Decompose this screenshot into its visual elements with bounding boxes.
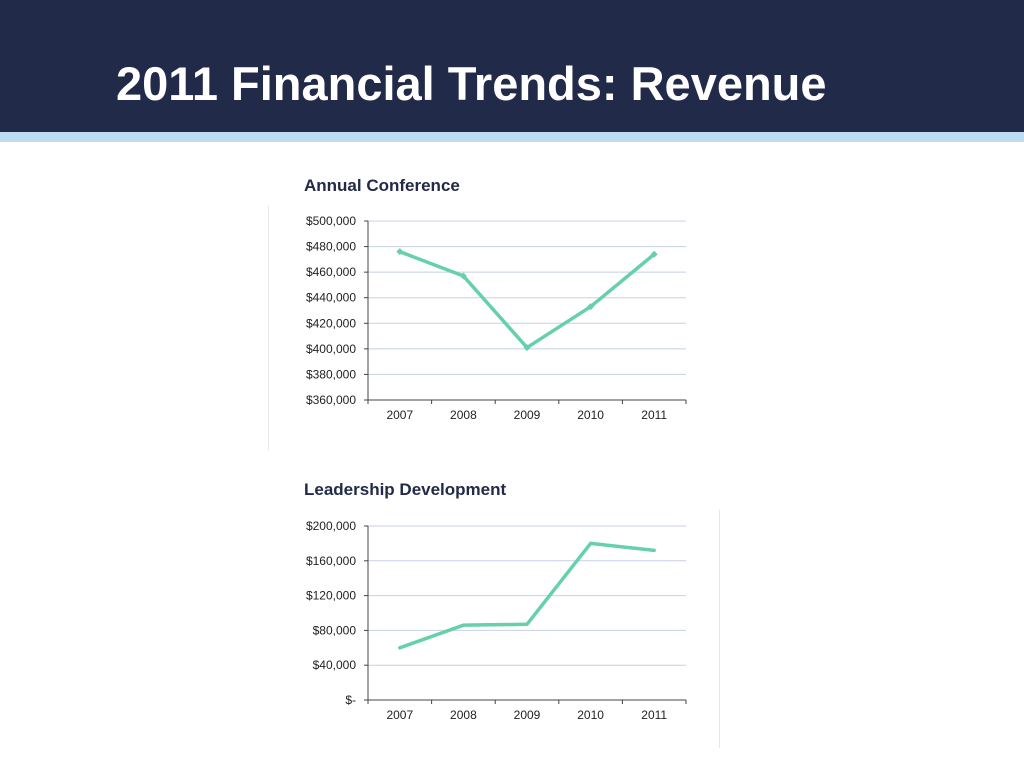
y-tick-label: $120,000 bbox=[306, 589, 356, 603]
data-point bbox=[587, 303, 595, 311]
x-tick-label: 2008 bbox=[450, 408, 477, 422]
y-tick-label: $380,000 bbox=[306, 367, 356, 381]
data-point bbox=[650, 250, 658, 258]
y-tick-label: $360,000 bbox=[306, 393, 356, 407]
y-tick-label: $400,000 bbox=[306, 342, 356, 356]
header-accent-stripe bbox=[0, 132, 1024, 142]
divider-line bbox=[719, 510, 720, 748]
chart-title-annual-conference: Annual Conference bbox=[304, 176, 460, 195]
x-tick-label: 2010 bbox=[577, 708, 604, 722]
data-point bbox=[523, 344, 531, 352]
y-tick-label: $460,000 bbox=[306, 265, 356, 279]
y-tick-label: $440,000 bbox=[306, 291, 356, 305]
x-tick-label: 2010 bbox=[577, 408, 604, 422]
chart-title-leadership-development: Leadership Development bbox=[304, 480, 507, 499]
x-tick-label: 2011 bbox=[641, 708, 667, 722]
x-tick-label: 2009 bbox=[514, 708, 541, 722]
slide-title: 2011 Financial Trends: Revenue bbox=[116, 57, 827, 110]
y-tick-label: $40,000 bbox=[313, 658, 357, 672]
data-point bbox=[459, 272, 467, 280]
y-tick-label: $200,000 bbox=[306, 519, 356, 533]
slide-header: 2011 Financial Trends: Revenue bbox=[0, 0, 1024, 132]
y-tick-label: $80,000 bbox=[313, 623, 357, 637]
divider-line bbox=[268, 206, 269, 450]
y-tick-label: $480,000 bbox=[306, 240, 356, 254]
x-tick-label: 2009 bbox=[514, 408, 541, 422]
x-tick-label: 2011 bbox=[641, 408, 667, 422]
y-tick-label: $500,000 bbox=[306, 214, 356, 228]
data-point bbox=[396, 248, 404, 256]
x-tick-label: 2008 bbox=[450, 708, 477, 722]
x-tick-label: 2007 bbox=[386, 708, 413, 722]
x-tick-label: 2007 bbox=[386, 408, 413, 422]
y-tick-label: $420,000 bbox=[306, 316, 356, 330]
y-tick-label: $160,000 bbox=[306, 554, 356, 568]
y-tick-label: $- bbox=[345, 693, 356, 707]
